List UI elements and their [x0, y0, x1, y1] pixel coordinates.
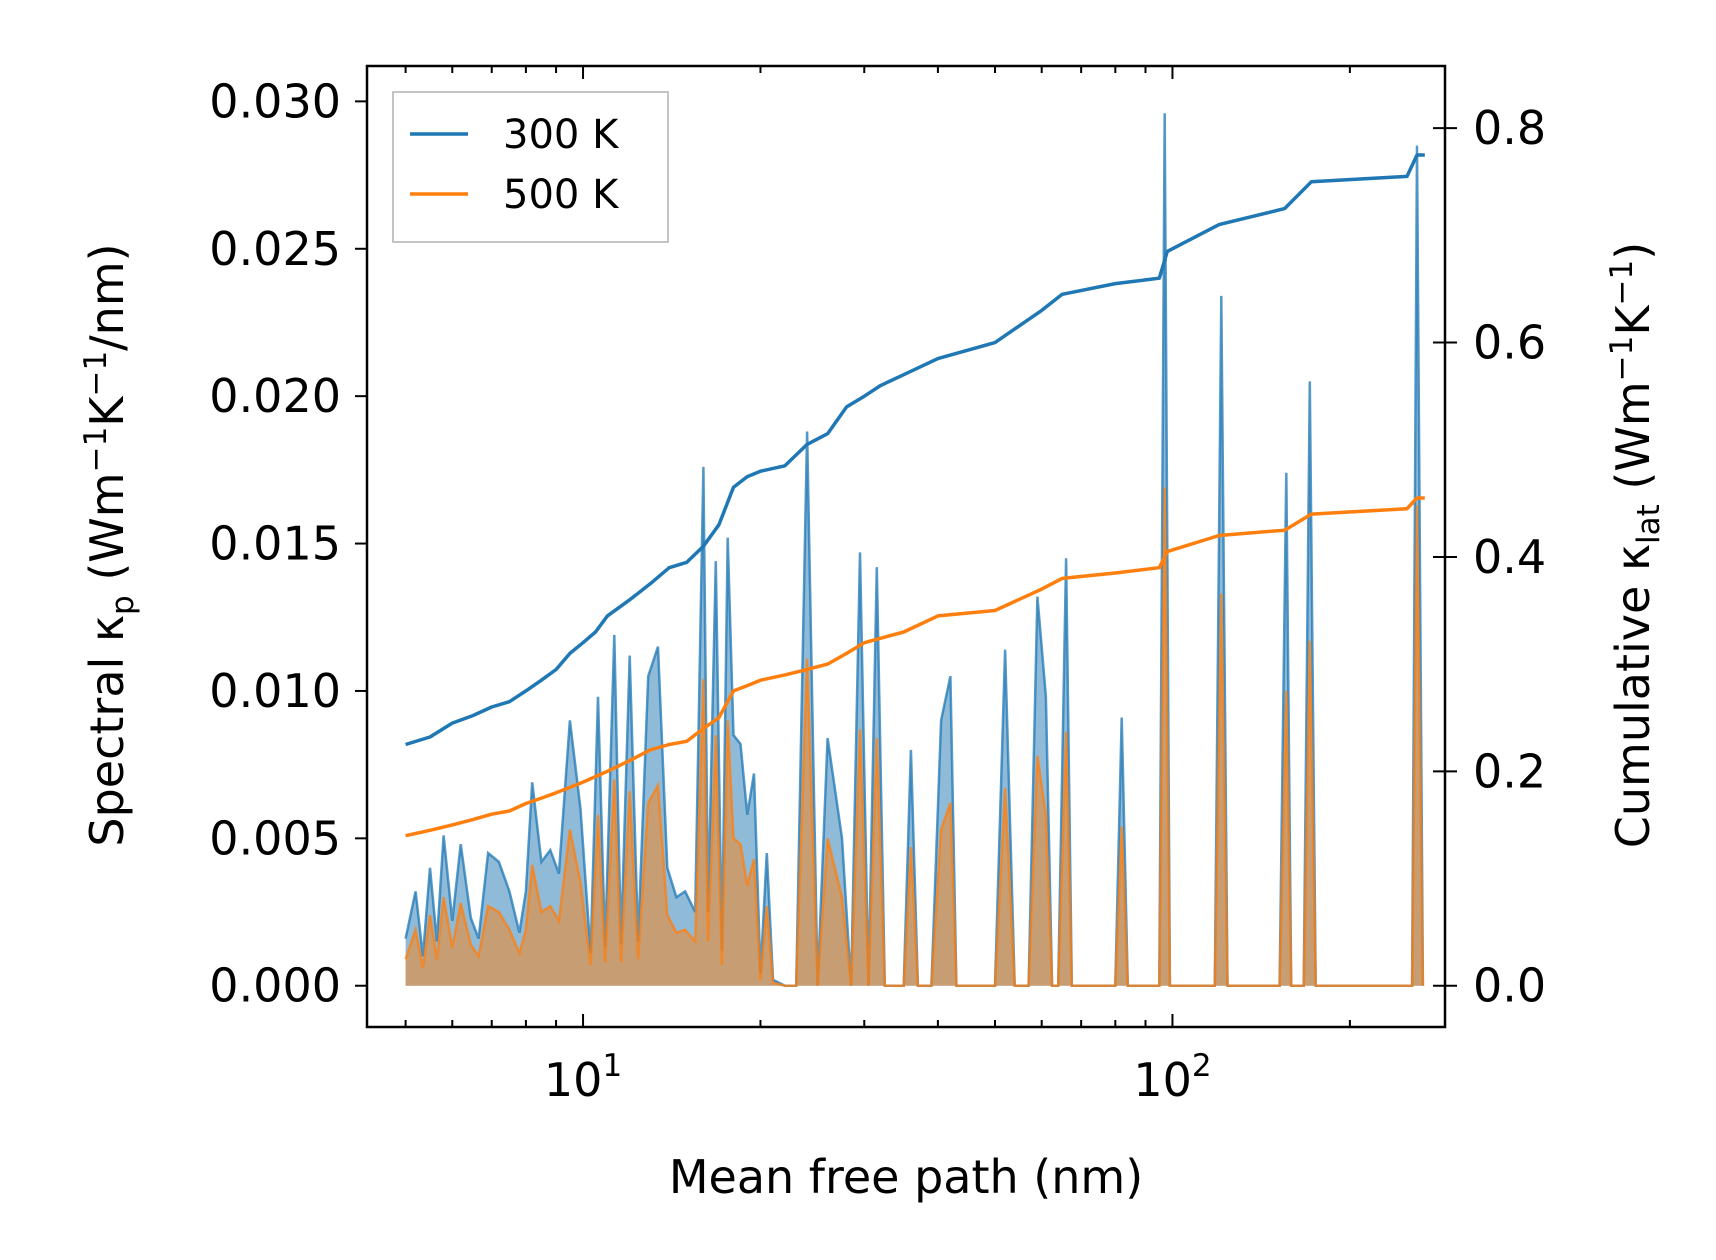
y-left-label-mid: (Wm — [80, 472, 134, 595]
y-right-label-sub: lat — [1631, 504, 1667, 544]
spectral-fills — [404, 113, 1425, 987]
y-right-tick-label: 0.6 — [1473, 316, 1546, 370]
y-left-tick-label: 0.010 — [209, 664, 341, 718]
y-left-label-sub: p — [105, 595, 141, 615]
y-right-label-sup2: −1 — [1604, 260, 1640, 306]
y-right-label-post: ) — [1606, 242, 1660, 260]
y-left-label-sup1: −1 — [78, 427, 114, 473]
x-axis-label: Mean free path (nm) — [669, 1150, 1143, 1204]
y-left-tick-label: 0.015 — [209, 517, 341, 571]
legend-label-300k: 300 K — [503, 112, 620, 158]
y-right-tick-label: 0.2 — [1473, 744, 1546, 798]
y-right-tick-label: 0.0 — [1473, 959, 1546, 1013]
plot-frame — [365, 64, 1447, 1029]
y-left-axis-label: Spectral κp (Wm−1K−1/nm) — [78, 243, 141, 846]
y-left-tick-label: 0.005 — [209, 811, 341, 865]
y-right-label-mid: (Wm — [1606, 381, 1660, 504]
y-left-label-pre: Spectral κ — [80, 615, 134, 847]
x-tick-label: 102 — [1133, 1048, 1211, 1107]
legend: 300 K 500 K — [392, 91, 669, 243]
series-lines — [405, 153, 1425, 838]
y-right-label-k: K — [1606, 304, 1660, 336]
cumulative-line-300-k — [405, 153, 1425, 747]
y-left-tick-label: 0.020 — [209, 369, 341, 423]
x-tick-label: 101 — [544, 1048, 622, 1107]
cumulative-line-500-k — [405, 496, 1425, 838]
y-right-label-pre: Cumulative κ — [1606, 544, 1660, 848]
legend-box — [392, 91, 669, 243]
y-left-tick-label: 0.025 — [209, 222, 341, 276]
y-left-tick-label: 0.000 — [209, 959, 341, 1013]
legend-label-500k: 500 K — [503, 172, 620, 218]
y-right-tick-label: 0.8 — [1473, 101, 1546, 155]
line-300-k-spectral — [404, 113, 1425, 987]
y-left-label-k: K — [80, 395, 134, 427]
axis-ticks: 0.000 0.005 0.010 0.015 0.020 0.025 0.030 0.0 0.… — [209, 66, 1546, 1107]
y-right-label-sup1: −1 — [1604, 336, 1640, 382]
y-left-label-post: /nm) — [80, 243, 134, 350]
y-right-axis-label: Cumulative κlat (Wm−1K−1) — [1604, 242, 1667, 848]
y-left-tick-label: 0.030 — [209, 74, 341, 128]
line-500-k-spectral — [404, 487, 1425, 987]
y-right-tick-label: 0.4 — [1473, 530, 1546, 584]
y-left-label-sup2: −1 — [78, 351, 114, 397]
